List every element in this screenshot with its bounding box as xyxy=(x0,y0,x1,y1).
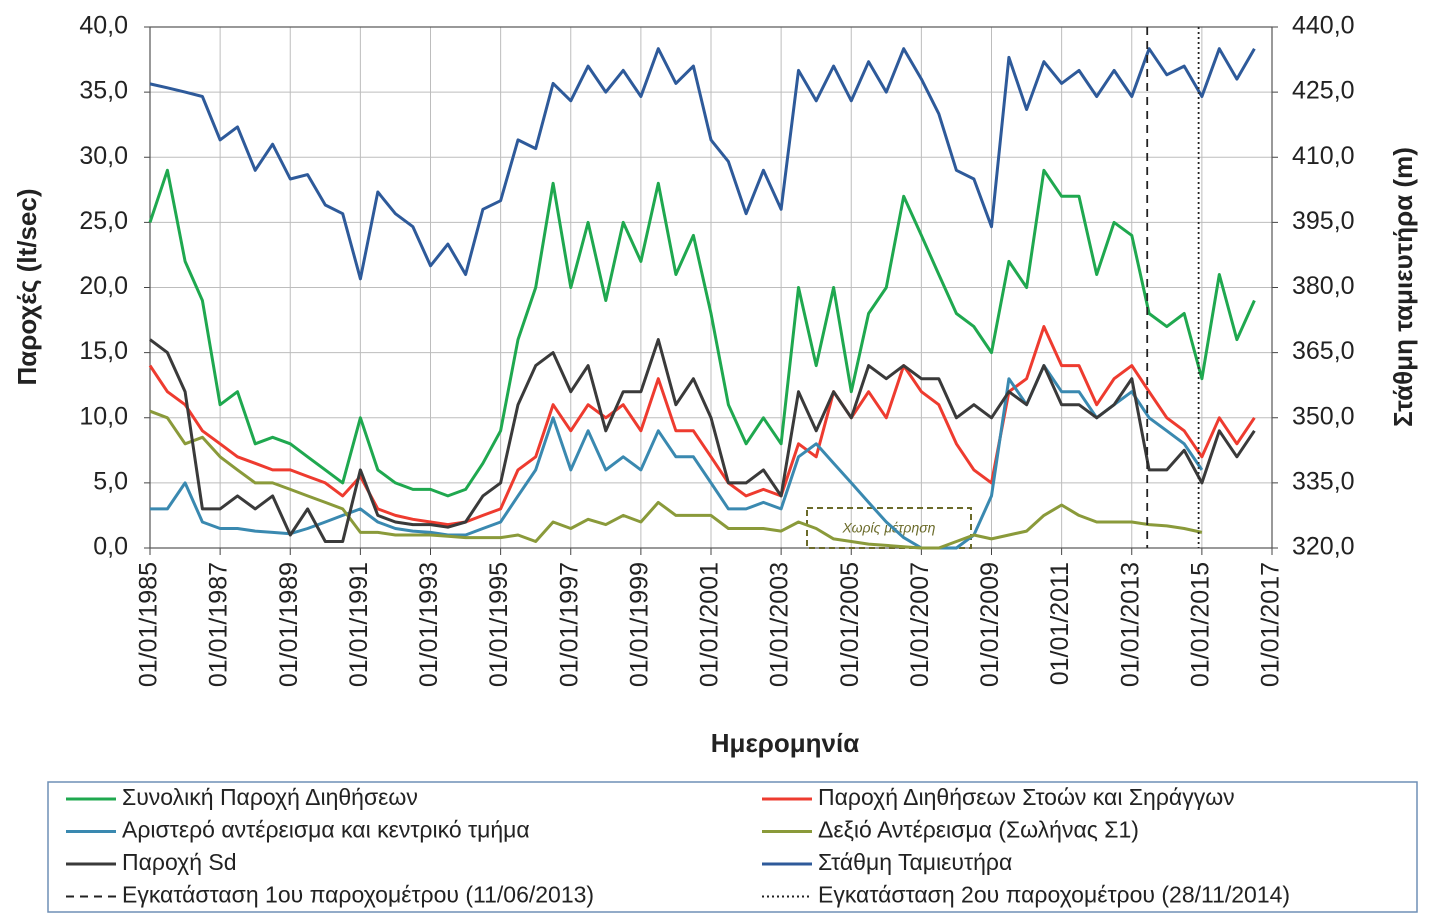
x-tick-label: 01/01/1995 xyxy=(485,562,513,687)
x-tick-label: 01/01/1997 xyxy=(555,562,583,687)
x-tick-label: 01/01/1999 xyxy=(625,562,653,687)
series-line xyxy=(148,168,1256,498)
annotation-box xyxy=(806,507,972,549)
y-tick-label: 25,0 xyxy=(79,207,128,235)
x-tick-label: 01/01/2013 xyxy=(1116,562,1144,687)
legend-label: Παροχή Sd xyxy=(122,849,237,875)
y-axis-title: Παροχές (lt/sec) xyxy=(12,188,42,385)
x-axis-title: Ημερομηνία xyxy=(711,728,859,758)
x-tick-label: 01/01/2003 xyxy=(766,562,794,687)
legend-label: Εγκατάσταση 1ου παροχομέτρου (11/06/2013… xyxy=(122,882,594,908)
y2-tick-label: 395,0 xyxy=(1292,207,1355,235)
x-tick-label: 01/01/1989 xyxy=(275,562,303,687)
y2-tick-label: 320,0 xyxy=(1292,533,1355,561)
y-tick-label: 15,0 xyxy=(79,337,128,365)
y2-tick-label: 335,0 xyxy=(1292,467,1355,495)
y-tick-label: 10,0 xyxy=(79,402,128,430)
y-tick-label: 35,0 xyxy=(79,77,128,105)
y-tick-label: 40,0 xyxy=(79,12,128,40)
annotation: Χωρίς μέτρηση xyxy=(842,520,936,536)
y2-tick-label: 410,0 xyxy=(1292,142,1355,170)
y2-tick-label: 425,0 xyxy=(1292,77,1355,105)
y-tick-label: 20,0 xyxy=(79,272,128,300)
legend-label: Εγκατάσταση 2ου παροχομέτρου (28/11/2014… xyxy=(818,882,1290,908)
x-tick-label: 01/01/2007 xyxy=(906,562,934,687)
x-tick-label: 01/01/2001 xyxy=(696,562,724,687)
legend-box xyxy=(47,781,1418,913)
series-line xyxy=(148,325,1256,527)
y2-tick-label: 380,0 xyxy=(1292,272,1355,300)
y2-tick-label: 365,0 xyxy=(1292,337,1355,365)
series-line xyxy=(149,47,1256,281)
series-line xyxy=(149,409,1203,550)
x-tick-label: 01/01/2017 xyxy=(1257,562,1285,687)
x-tick-label: 01/01/2015 xyxy=(1186,562,1214,687)
x-tick-label: 01/01/1991 xyxy=(345,562,373,687)
legend-label: Παροχή Διηθήσεων Στοών και Σηράγγων xyxy=(818,784,1235,810)
y2-tick-label: 440,0 xyxy=(1292,12,1355,40)
x-tick-label: 01/01/2011 xyxy=(1046,562,1074,685)
x-tick-label: 01/01/2005 xyxy=(836,562,864,687)
legend-label: Δεξιό Αντέρεισμα (Σωλήνας Σ1) xyxy=(818,817,1139,843)
legend-label: Αριστερό αντέρεισμα και κεντρικό τμήμα xyxy=(122,817,530,843)
y2-axis-title: Στάθμη ταμιευτήρα (m) xyxy=(1388,147,1418,427)
plot-frame xyxy=(149,26,1273,549)
x-tick-label: 01/01/2009 xyxy=(976,562,1004,687)
y-tick-label: 0,0 xyxy=(93,533,128,561)
y-tick-label: 5,0 xyxy=(93,467,128,495)
y-tick-label: 30,0 xyxy=(79,142,128,170)
y2-tick-label: 350,0 xyxy=(1292,402,1355,430)
x-tick-label: 01/01/1987 xyxy=(205,562,233,687)
x-tick-label: 01/01/1985 xyxy=(135,562,163,687)
x-tick-label: 01/01/1993 xyxy=(415,562,443,687)
legend-label: Στάθμη Ταμιευτήρα xyxy=(818,849,1012,875)
legend-label: Συνολική Παροχή Διηθήσεων xyxy=(122,784,418,810)
series-line xyxy=(149,338,1256,543)
